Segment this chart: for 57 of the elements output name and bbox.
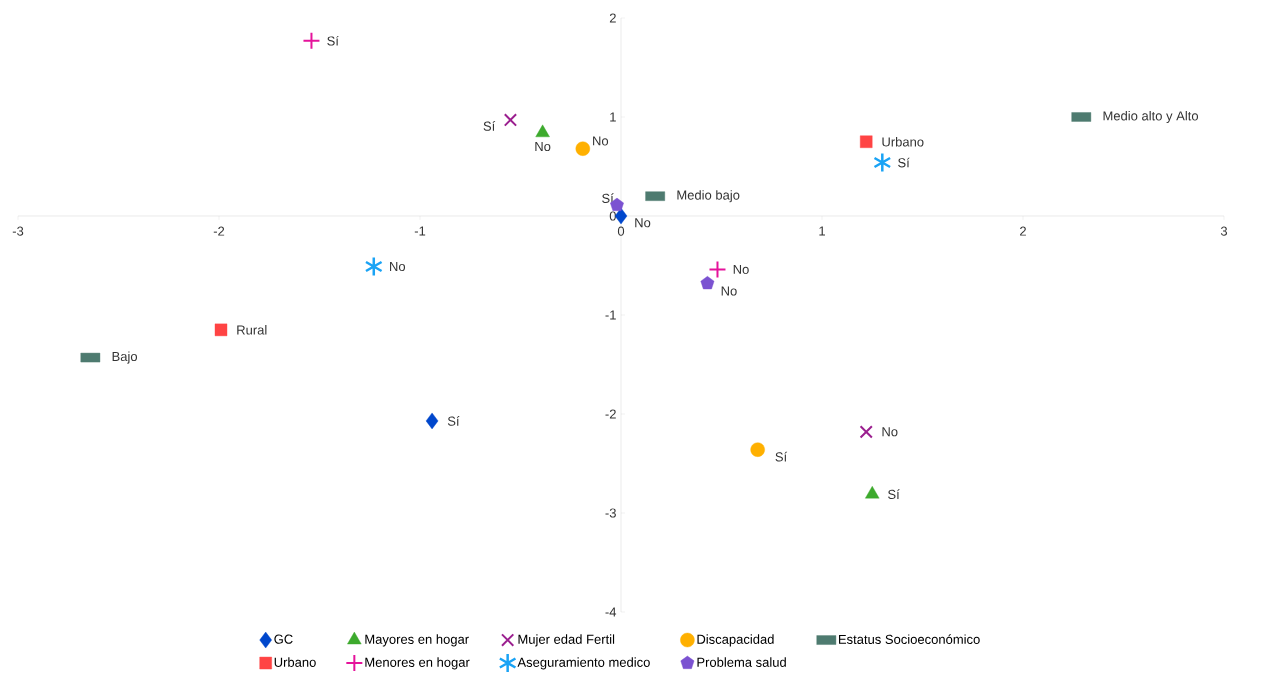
annotation: Sí	[447, 416, 460, 426]
legend-label: Discapacidad	[697, 634, 774, 647]
legend-label: Problema salud	[697, 657, 786, 667]
y-tick-label: 1	[610, 112, 616, 122]
y-tick-label: -2	[605, 409, 616, 419]
y-tick-label: 0	[609, 211, 616, 221]
x-tick-label: 0	[617, 226, 625, 236]
x-tick-label: 3	[1220, 226, 1228, 236]
point	[503, 113, 518, 127]
annotation: No	[593, 136, 609, 146]
annotation: No	[390, 261, 406, 272]
legend-label: Menores en hogar	[365, 657, 470, 670]
legend-label: GC	[274, 634, 293, 644]
annotation: No	[635, 218, 651, 228]
annotation: Sí	[888, 489, 900, 500]
legend-label: Mujer edad Fertil	[518, 634, 615, 647]
point	[214, 323, 228, 337]
point	[859, 425, 873, 439]
y-tick-label: -4	[605, 607, 617, 617]
point	[750, 442, 765, 457]
point	[302, 31, 321, 50]
legend-label: Estatus Socioeconómico	[839, 634, 980, 644]
y-tick-label: -1	[605, 310, 616, 320]
annotation: No	[721, 286, 737, 296]
x-tick-label: 2	[1020, 226, 1026, 236]
point	[535, 124, 550, 138]
x-tick-label: -1	[414, 226, 426, 236]
annotation: Medio bajo	[677, 190, 740, 203]
annotation: Urbano	[882, 136, 924, 147]
point	[700, 276, 715, 290]
annotation: Rural	[237, 325, 267, 335]
point	[873, 152, 892, 173]
point	[614, 207, 628, 225]
annotation: Sí	[775, 451, 788, 462]
annotation: No	[733, 264, 749, 274]
annotation: Sí	[327, 35, 339, 46]
point	[364, 256, 383, 277]
annotation: Sí	[898, 157, 910, 168]
point	[865, 486, 880, 499]
annotation: Sí	[602, 193, 614, 203]
annotation: No	[535, 142, 551, 152]
legend-label: Mayores en hogar	[365, 634, 469, 647]
point	[575, 141, 591, 156]
point	[425, 412, 439, 430]
x-tick-label: -3	[12, 226, 24, 236]
point	[708, 260, 727, 279]
annotation: Bajo	[112, 351, 138, 364]
y-tick-label: -3	[605, 508, 616, 518]
legend-label: Aseguramiento medico	[517, 657, 650, 670]
point	[860, 135, 873, 148]
x-tick-label: 1	[819, 226, 825, 236]
annotation: Sí	[483, 121, 496, 131]
legend-label: Urbano	[274, 657, 316, 667]
x-tick-label: -2	[213, 226, 225, 236]
annotation: No	[882, 427, 898, 437]
y-tick-label: 2	[609, 13, 616, 23]
annotation: Medio alto y Alto	[1103, 110, 1199, 124]
